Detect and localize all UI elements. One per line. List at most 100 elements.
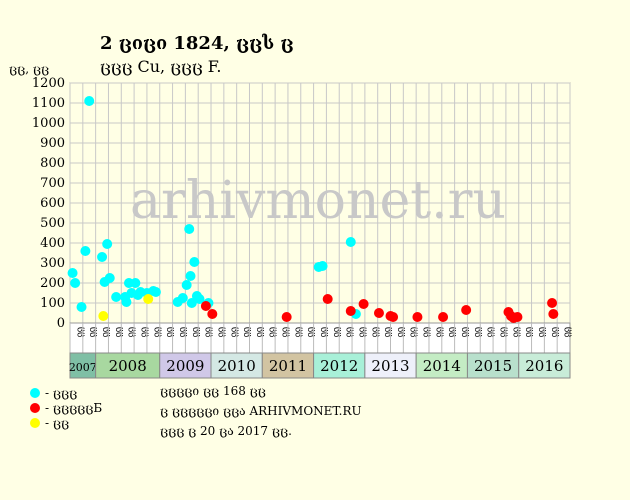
x-label-strip [69,322,571,354]
x-tick-label: ცც [166,327,176,337]
x-tick-label: ცც [217,327,227,337]
year-band [69,352,97,379]
x-tick-label: ცც [230,327,240,337]
legend-red-dot [30,403,40,413]
data-point [177,293,188,303]
x-tick-label: ცც [512,327,522,337]
year-band [159,352,212,379]
x-tick-label: ცც [487,327,497,337]
x-tick-label: ცც [448,327,458,337]
data-point [548,309,559,319]
legend-cyan-dot [30,388,40,398]
data-point [512,312,523,322]
y-tick-label: 0 [57,316,65,331]
x-tick-label: ცც [461,327,471,337]
data-point [194,294,205,304]
x-tick-label: ცც [384,327,394,337]
data-point [121,297,132,307]
data-point [98,311,109,321]
x-tick-label: ცც [269,327,279,337]
x-tick-label: ცც [102,327,112,337]
y-axis-ticks: 0 100 200 300 400 500 600 700 800 900 1000 1100 1200 [32,76,65,331]
data-point [388,312,399,322]
legend-red-label: - ცცცცცБ [45,401,103,415]
data-point [67,268,78,278]
x-tick-label: ცც [320,327,330,337]
data-point [184,224,195,234]
data-point [111,292,122,302]
data-point [322,294,333,304]
x-tick-label: ცც [307,327,317,337]
data-point [185,271,196,281]
y-tick-label: 700 [40,176,65,191]
y-tick-label: 1200 [32,76,65,91]
data-point [186,298,197,308]
chart-title: 2 ციცი 1824, ცცს ც [100,33,294,54]
legend-cyan-label: - ცცც [45,386,78,400]
data-point [130,278,141,288]
x-tick-label: ცც [333,327,343,337]
x-tick-label: ცც [294,327,304,337]
x-tick-label: ცც [76,327,86,337]
year-label: 2008 [109,357,147,375]
year-label: 2012 [320,357,358,375]
x-tick-label: ცც [128,327,138,337]
x-tick-label: ცც [564,327,574,337]
year-label: 2007 [69,361,97,374]
watermark: arhivmonet.ru [130,171,506,231]
legend-yellow-dot [30,418,40,428]
y-tick-label: 200 [40,276,65,291]
data-point [80,246,91,256]
x-tick-label: ცც [243,327,253,337]
data-point [200,301,211,311]
year-band [518,352,571,379]
data-point [317,261,328,271]
data-point [547,298,558,308]
x-tick-label: ცც [346,327,356,337]
legend-item-yellow: - ცც [30,416,69,430]
data-point [97,252,108,262]
data-point [104,273,115,283]
data-point [358,299,369,309]
y-tick-label: 900 [40,136,65,151]
x-tick-label: ცც [256,327,266,337]
info-date: ცცც ც 20 ცა 2017 ცც. [160,424,292,438]
x-tick-label: ცც [525,327,535,337]
year-band [364,352,417,379]
x-tick-label: ცც [551,327,561,337]
year-bands: 2007 2008 2009 2010 2011 2012 2013 2014 2015 2016 [69,352,571,379]
x-tick-label: ცც [371,327,381,337]
x-tick-label: ცც [474,327,484,337]
y-tick-label: 400 [40,236,65,251]
x-tick-label: ცც [179,327,189,337]
x-tick-label: ცც [499,327,509,337]
info-source: ც ცცცცცი ცცა ARHIVMONET.RU [160,404,362,418]
year-band [415,352,468,379]
year-label: 2011 [269,357,307,375]
x-tick-label: ცც [89,327,99,337]
year-band [95,352,161,379]
year-label: 2016 [525,357,563,375]
y-axis-label: ცც, ცც [9,62,50,76]
data-point [412,312,423,322]
chart-subtitle: ცცც Cu, ცცც F. [100,57,222,76]
data-point [150,287,161,297]
x-tick-label: ცც [397,327,407,337]
y-tick-label: 600 [40,196,65,211]
year-label: 2010 [218,357,256,375]
x-axis-labels: ცც ცც ცც ცც ცც ცც ცც ცც ცც ცც ცც ცც ცც ცც ცც ცც ცც ცც ცც ცც… [69,322,574,354]
x-tick-label: ცც [358,327,368,337]
data-point [102,239,113,249]
legend-yellow-label: - ცც [45,416,70,430]
year-label: 2013 [371,357,409,375]
x-tick-label: ცც [423,327,433,337]
legend-item-red: - ცცცცცБ [30,401,102,415]
year-label: 2014 [423,357,461,375]
data-point [461,305,472,315]
x-tick-label: ცც [115,327,125,337]
y-tick-label: 300 [40,256,65,271]
y-tick-label: 1100 [32,96,65,111]
info-count: ცცცცი ცც 168 ცც [160,384,266,398]
data-point [207,309,218,319]
